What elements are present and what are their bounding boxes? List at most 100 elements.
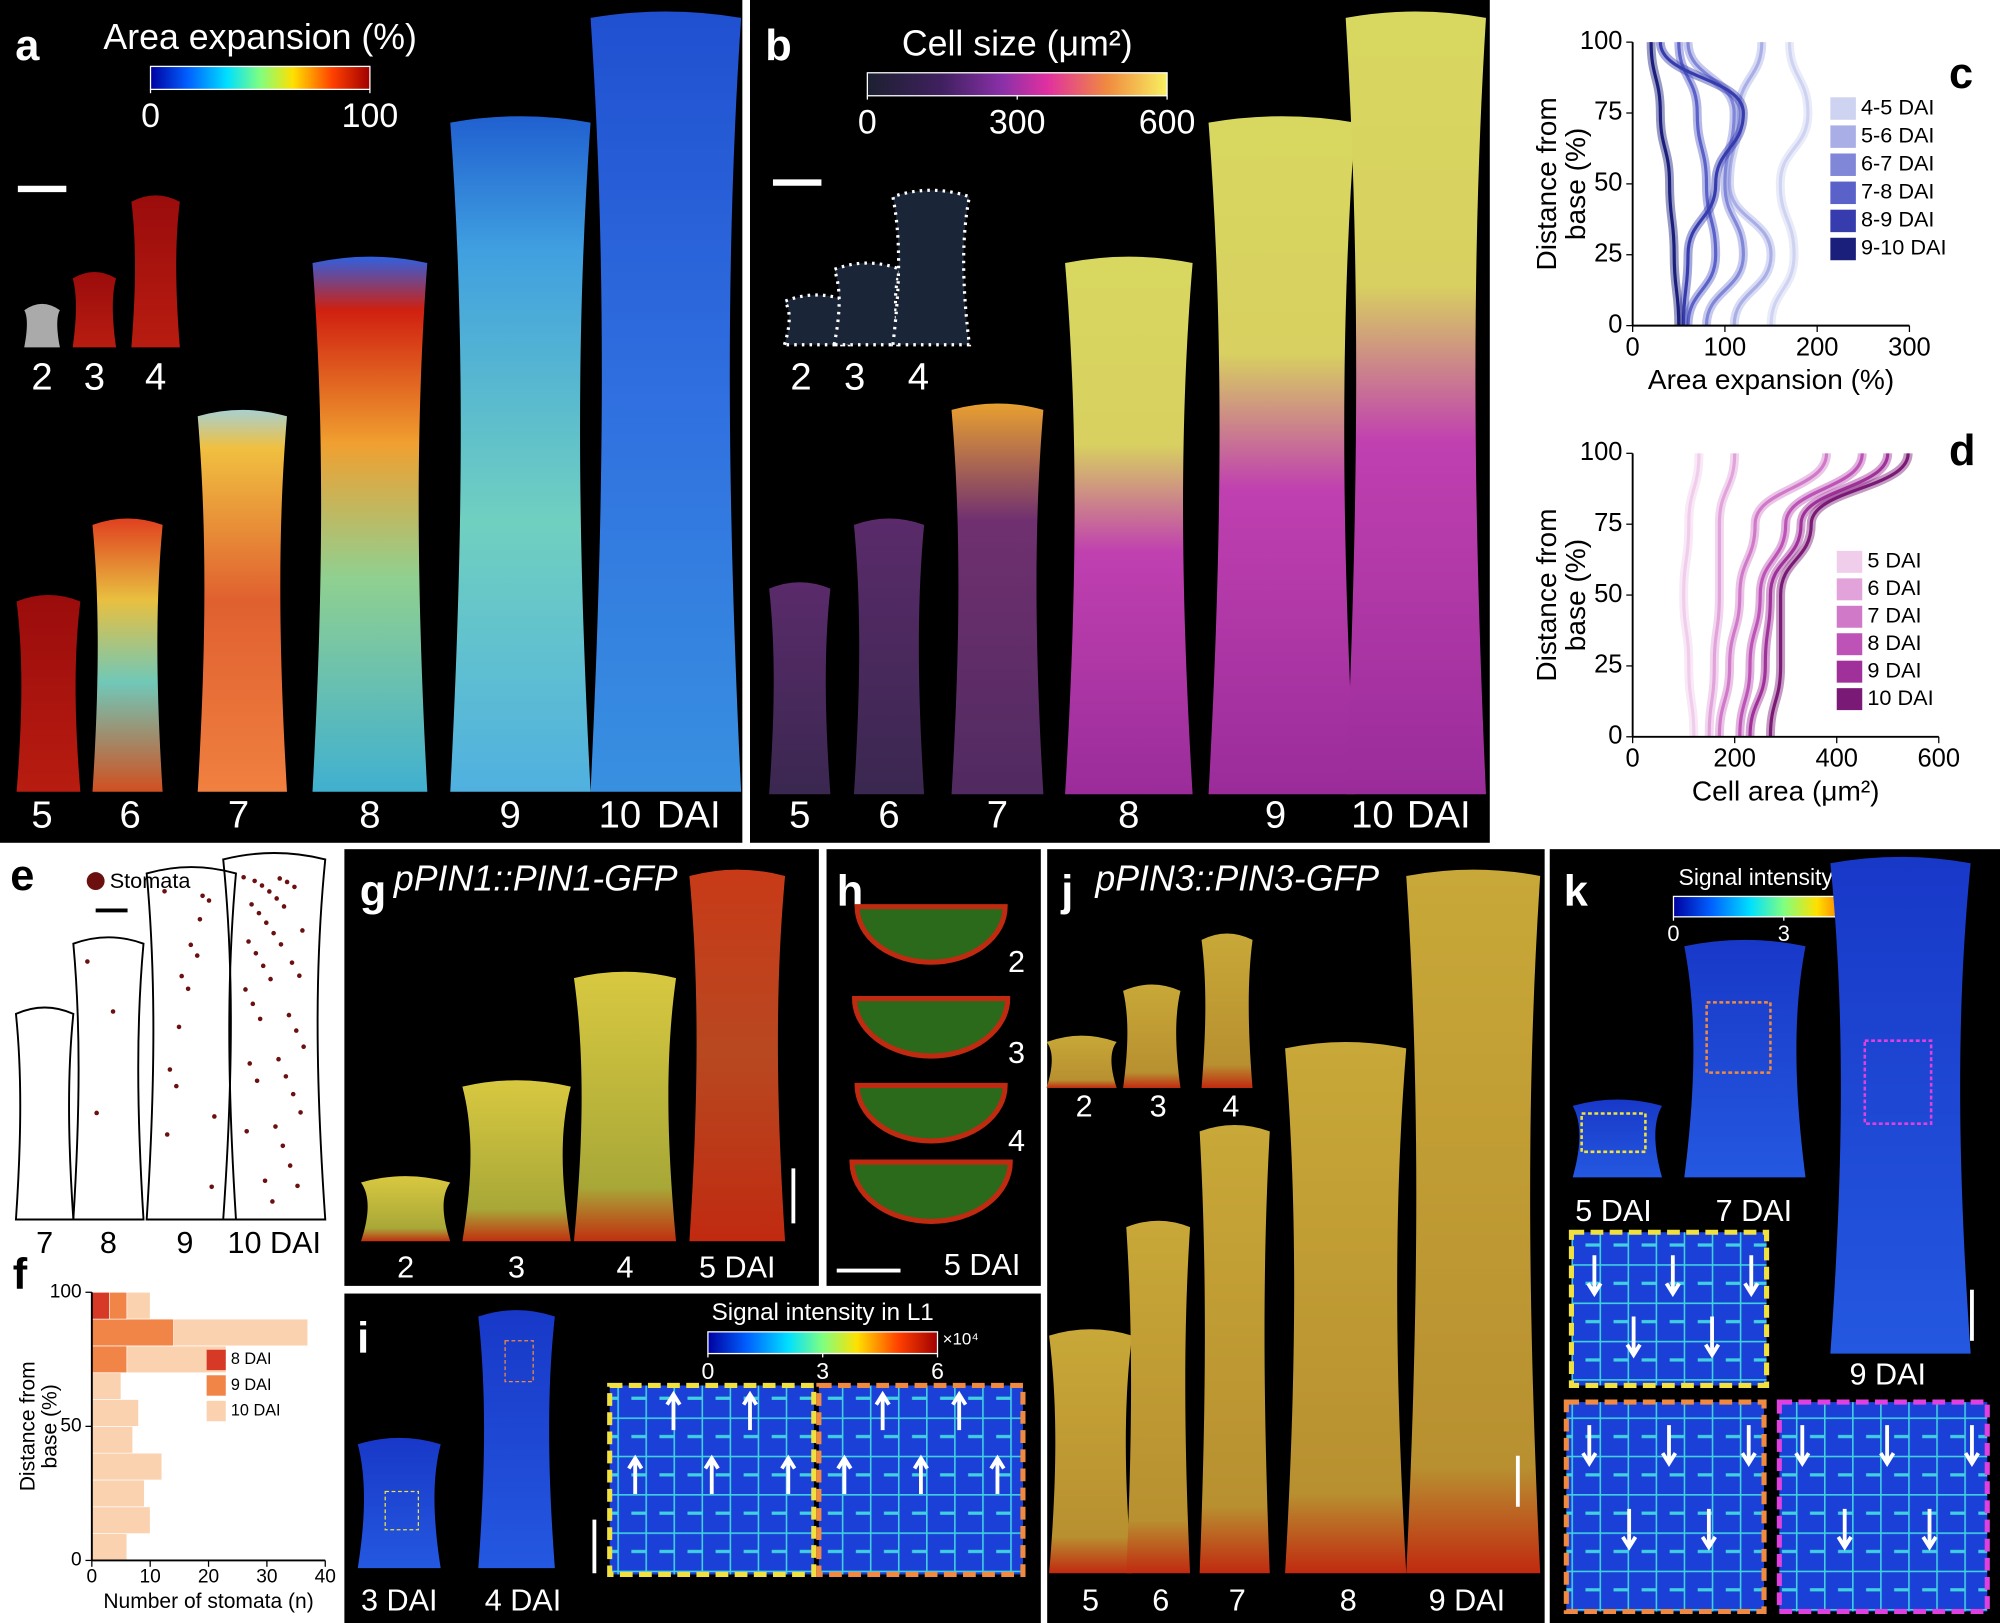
stage-label: 3 (1008, 1036, 1025, 1070)
stoma (295, 1183, 300, 1189)
legend-label: 7 DAI (1867, 602, 1921, 627)
colorbar-tick-label: 6 (931, 1358, 944, 1384)
x-axis-label: Area expansion (%) (1648, 364, 1894, 395)
stage-label: 9 (1265, 793, 1286, 836)
stage-label: 10 (599, 793, 642, 836)
stoma (176, 1024, 182, 1030)
x-axis-label: Cell area (μm²) (1692, 775, 1880, 806)
bar (91, 1452, 163, 1481)
y-tick-label: 0 (1608, 310, 1622, 338)
colorbar-title: Cell size (μm²) (902, 23, 1133, 63)
stage-label: 2 (1008, 945, 1025, 979)
arrow (1836, 1508, 1853, 1551)
legend-swatch (1836, 605, 1863, 628)
stage-label: 7 (228, 793, 249, 836)
arrow (1621, 1508, 1638, 1551)
panel-title: pPIN3::PIN3-GFP (1094, 859, 1379, 899)
stage-label: 4 (145, 355, 166, 398)
stage-label: 3 (84, 355, 105, 398)
arrow (1586, 1255, 1603, 1298)
stage-label: 2 (790, 355, 811, 398)
legend-swatch (1830, 153, 1856, 176)
x-tick-label: 200 (1796, 333, 1839, 361)
section (852, 996, 1011, 1059)
arrow (836, 1454, 853, 1495)
stoma (259, 883, 265, 888)
legend-swatch (1836, 660, 1863, 683)
stage-unit: DAI (657, 793, 721, 836)
organ (891, 188, 972, 347)
arrow (1740, 1425, 1757, 1467)
section (854, 1082, 1008, 1144)
stoma (185, 986, 191, 992)
organ (832, 261, 903, 347)
legend-label: 10 DAI (231, 1401, 281, 1419)
bar (91, 1533, 128, 1561)
organ (1049, 1329, 1133, 1574)
organ (853, 518, 925, 795)
series-line (1768, 453, 1910, 737)
colorbar (149, 65, 371, 91)
x-axis-label: Number of stomata (n) (103, 1590, 313, 1613)
organ (590, 11, 742, 792)
stoma (273, 1124, 278, 1129)
legend-label: 6 DAI (1867, 575, 1921, 600)
stage-label: 5 DAI (944, 1248, 1021, 1282)
organ-outline (145, 866, 237, 1221)
stoma (270, 1199, 275, 1204)
series-line (1738, 453, 1864, 737)
organ (1830, 856, 1971, 1354)
x-tick-label: 30 (256, 1567, 277, 1588)
panel-label: c (1949, 50, 1973, 98)
legend-label: 9-10 DAI (1861, 235, 1947, 260)
legend-swatch (1830, 181, 1856, 205)
stoma (249, 902, 254, 907)
stage-label: 9 DAI (1849, 1358, 1926, 1392)
y-axis-label: Distance from (1531, 508, 1562, 681)
stoma (281, 904, 287, 909)
arrow (951, 1390, 968, 1431)
legend-label: 8 DAI (1867, 630, 1921, 655)
x-tick-label: 20 (198, 1567, 219, 1588)
organ (1065, 256, 1193, 795)
arrow (1794, 1425, 1811, 1467)
stoma (262, 1178, 268, 1184)
legend-label: 8 DAI (231, 1350, 272, 1368)
arrow (1704, 1316, 1721, 1359)
stoma (206, 898, 212, 903)
x-tick-label: 0 (87, 1567, 98, 1588)
organ (1345, 11, 1486, 795)
series-line (1649, 42, 1681, 326)
legend-swatch (1836, 550, 1863, 573)
stage-label: 7 (1229, 1584, 1246, 1618)
stoma (287, 1163, 293, 1168)
arrow (742, 1390, 758, 1431)
stoma (241, 874, 246, 880)
colorbar-tick-label: 300 (989, 103, 1046, 141)
x-tick-label: 10 (140, 1567, 161, 1588)
series-line (1677, 42, 1718, 326)
x-tick-label: 0 (1626, 745, 1640, 773)
organ (1285, 1041, 1407, 1574)
stoma (197, 916, 203, 922)
stoma (256, 910, 262, 916)
inset (1776, 1399, 1990, 1615)
section (854, 904, 1008, 965)
stoma (286, 1012, 292, 1018)
stage-label: 10 DAI (227, 1226, 321, 1260)
colorbar-tick-label: 0 (858, 103, 877, 141)
legend-swatch (1830, 125, 1856, 148)
stage-label: 8 (359, 793, 380, 836)
stage-unit: DAI (1407, 793, 1471, 836)
organ (1126, 1220, 1191, 1574)
colorbar-tick-label: 100 (342, 97, 399, 135)
stoma (300, 928, 305, 933)
stage-label: 4 DAI (485, 1584, 562, 1618)
colorbar-tick-label: 3 (816, 1358, 829, 1384)
bar (91, 1479, 145, 1508)
legend-label: 6-7 DAI (1861, 150, 1934, 175)
colorbar-title: Area expansion (%) (103, 17, 417, 57)
arrow (1921, 1508, 1938, 1551)
organ (197, 409, 287, 792)
